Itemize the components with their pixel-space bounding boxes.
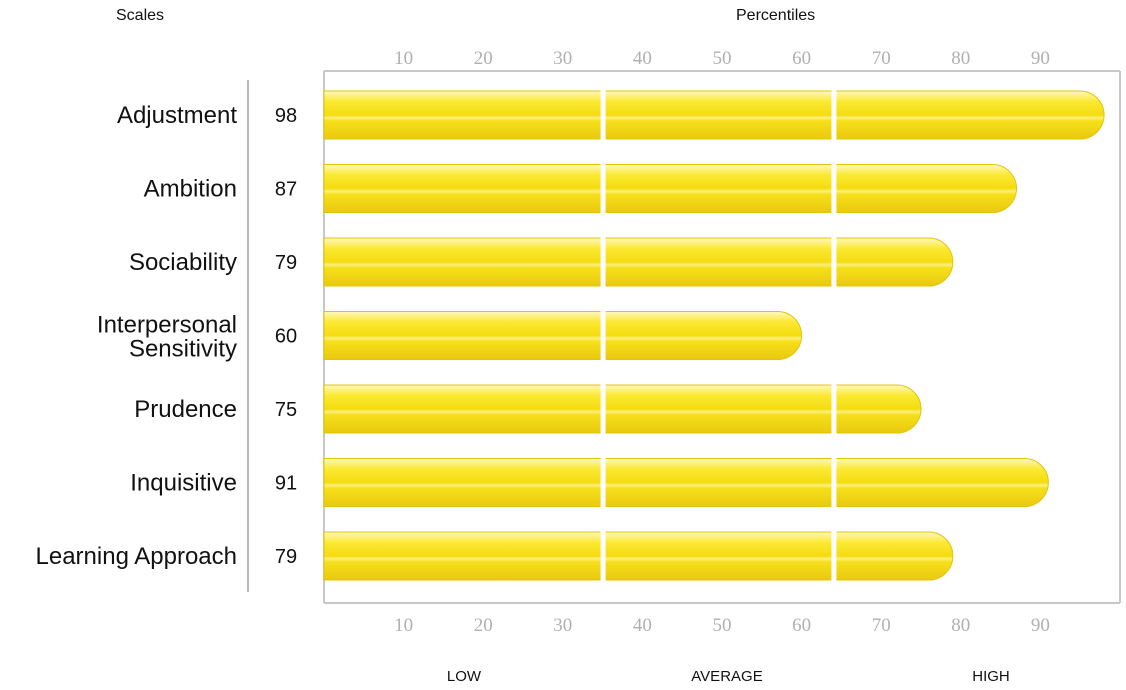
- tick-label-top: 30: [553, 48, 572, 69]
- tick-label-top: 40: [633, 48, 652, 69]
- scales-header: Scales: [116, 7, 165, 24]
- band-label-average: AVERAGE: [691, 668, 763, 685]
- value-label: 91: [275, 473, 297, 495]
- value-label: 79: [275, 546, 297, 568]
- category-label: Interpersonal Sensitivity: [97, 312, 237, 363]
- category-label: Adjustment: [117, 102, 237, 129]
- tick-label-bottom: 70: [872, 615, 891, 636]
- bar-segment-gap: [600, 237, 606, 287]
- tick-label-top: 60: [792, 48, 811, 69]
- tick-label-top: 50: [713, 48, 732, 69]
- tick-label-top: 20: [474, 48, 493, 69]
- bar: [323, 90, 1105, 140]
- tick-label-bottom: 80: [951, 615, 970, 636]
- bar-segment-gap: [600, 531, 606, 581]
- bar-segment-gap: [831, 531, 837, 581]
- axes: [247, 70, 1121, 604]
- tick-label-top: 80: [951, 48, 970, 69]
- band-label-high: HIGH: [972, 668, 1010, 685]
- category-label: Sociability: [129, 249, 237, 276]
- category-label: Prudence: [134, 396, 237, 423]
- tick-label-top: 90: [1031, 48, 1050, 69]
- bar: [323, 164, 1017, 213]
- bar: [323, 237, 954, 287]
- tick-label-bottom: 50: [713, 615, 732, 636]
- bar: [323, 458, 1049, 507]
- tick-label-top: 70: [872, 48, 891, 69]
- tick-label-bottom: 90: [1031, 615, 1050, 636]
- bar-segment-gap: [831, 384, 837, 434]
- category-label: Inquisitive: [130, 470, 237, 497]
- band-label-low: LOW: [446, 668, 482, 685]
- bar-segment-gap: [831, 163, 837, 214]
- category-label: Learning Approach: [36, 543, 238, 570]
- tick-label-bottom: 40: [633, 615, 652, 636]
- value-label: 60: [275, 326, 297, 348]
- bar-segment-gap: [831, 457, 837, 508]
- value-label: 75: [275, 399, 297, 421]
- tick-label-bottom: 10: [394, 615, 413, 636]
- bar-segment-gap: [600, 384, 606, 434]
- value-label: 87: [275, 179, 297, 201]
- category-labels: Adjustment 98 Ambition 87 Sociability 79 Inter…: [36, 102, 298, 570]
- value-label: 98: [275, 105, 297, 127]
- category-label: Ambition: [144, 176, 237, 203]
- bars: [323, 90, 1105, 581]
- bar: [323, 384, 922, 434]
- bar-segment-gap: [600, 163, 606, 214]
- bar: [323, 311, 803, 360]
- value-label: 79: [275, 252, 297, 274]
- tick-label-bottom: 60: [792, 615, 811, 636]
- tick-label-bottom: 20: [474, 615, 493, 636]
- tick-labels: 10 10 20 20 30 30 40 40 50 50 60 60 70 70 80 80 90 90: [394, 48, 1050, 636]
- bar-segment-gap: [600, 90, 606, 140]
- tick-label-top: 10: [394, 48, 413, 69]
- tick-label-bottom: 30: [553, 615, 572, 636]
- bar-segment-gap: [831, 237, 837, 287]
- bar-segment-gap: [831, 90, 837, 140]
- bar: [323, 531, 954, 581]
- percentiles-header: Percentiles: [736, 7, 816, 24]
- bar-segment-gap: [600, 310, 606, 361]
- bar-segment-gap: [600, 457, 606, 508]
